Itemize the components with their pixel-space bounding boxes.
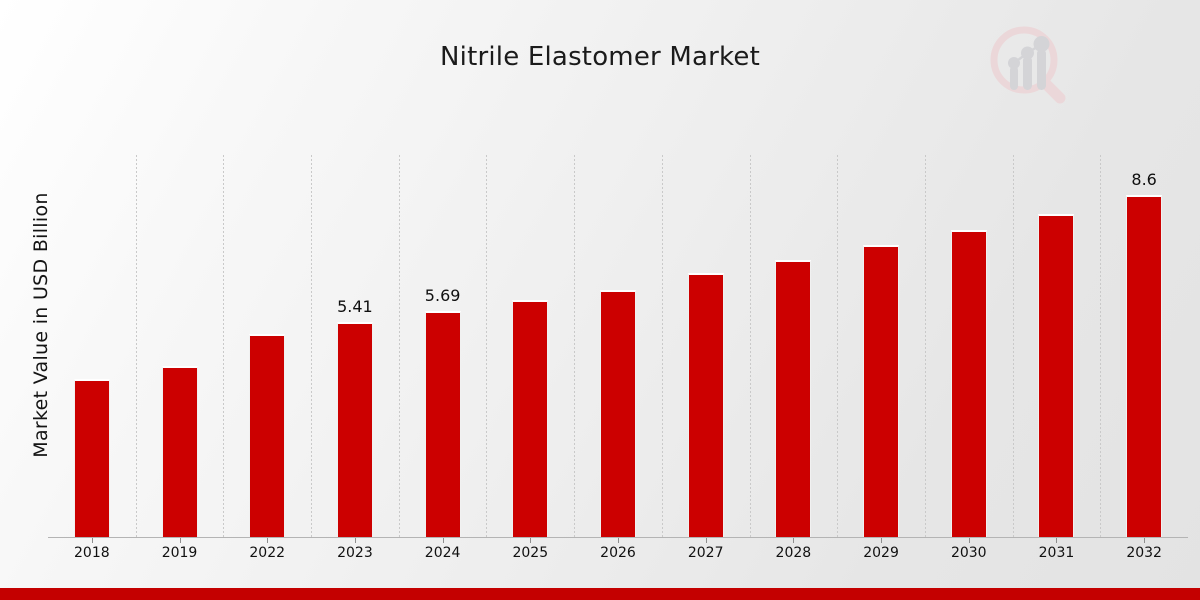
brand-watermark-logo [984,22,1072,110]
x-axis-tick [442,538,444,543]
bar [1038,213,1075,537]
x-axis-tick-label: 2028 [775,545,812,561]
bar [161,366,198,537]
x-axis-tick [881,538,883,543]
x-axis-tick-label: 2032 [1126,545,1162,561]
bar [600,289,636,537]
grid-line [574,155,576,537]
grid-line [661,155,663,537]
x-axis-tick [267,538,269,543]
plot-area: 5.41 5.69 8.6 [48,155,1188,537]
bar [424,310,461,537]
bar [775,260,812,537]
x-axis-tick [618,538,619,543]
x-axis-tick-label: 2024 [424,545,461,561]
bar [73,379,110,537]
x-axis-tick-label: 2029 [863,545,899,561]
x-axis-tick-label: 2030 [950,545,987,561]
x-axis-tick-label: 2019 [161,545,198,561]
x-axis-tick [179,538,181,543]
grid-line [1012,155,1014,537]
x-axis-tick-label: 2025 [512,545,549,561]
grid-line [223,155,225,537]
grid-line [311,155,313,537]
grid-line [924,155,926,537]
x-axis-tick-label: 2026 [600,545,636,561]
bar [249,334,286,537]
bar [1126,194,1163,537]
grid-line [135,155,137,537]
x-axis-tick-label: 2027 [687,545,724,561]
grid-line [486,155,488,537]
x-axis-tick-label: 2031 [1038,545,1075,561]
bar [512,299,549,537]
page-title: Nitrile Elastomer Market [440,42,760,72]
bar-value-label: 5.41 [337,296,373,316]
x-axis-tick [793,538,795,543]
magnifier-chart-icon [990,26,1066,104]
bar [687,273,724,537]
x-axis-line [48,537,1188,538]
grid-line [749,155,751,537]
x-axis-tick-label: 2022 [249,545,286,561]
grid-line [398,155,400,537]
x-axis-tick [354,538,356,543]
x-axis-tick [968,538,970,543]
x-axis-tick [705,538,707,543]
x-axis-tick-label: 2018 [74,545,110,561]
x-axis-tick-label: 2023 [337,545,373,561]
x-axis-tick [1144,538,1146,543]
bar-value-label: 5.69 [424,285,461,305]
x-axis-tick [1056,538,1058,543]
bar-value-label: 8.6 [1131,169,1157,189]
grid-line [837,155,839,537]
footer-accent-bar [0,588,1200,600]
x-axis-tick [91,538,93,543]
grid-line [1100,155,1102,537]
bar [336,321,373,537]
bar [863,245,900,537]
x-axis-tick [530,538,532,543]
bar [950,230,987,537]
